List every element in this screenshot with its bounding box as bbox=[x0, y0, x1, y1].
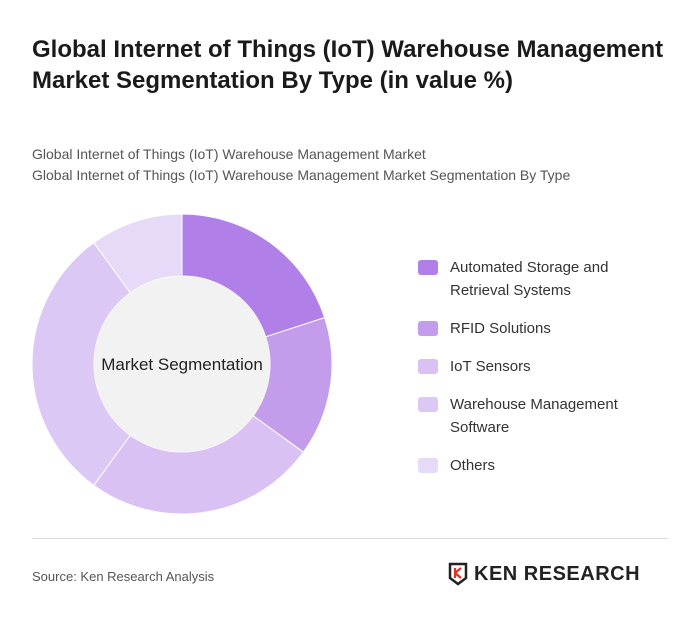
subtitle-market: Global Internet of Things (IoT) Warehous… bbox=[32, 146, 426, 162]
legend-label: Others bbox=[450, 457, 496, 474]
legend-label: RFID Solutions bbox=[450, 320, 551, 337]
legend-swatch bbox=[418, 359, 438, 374]
legend-label: Automated Storage and Retrieval Systems bbox=[450, 259, 609, 299]
legend-item: Warehouse Management Software bbox=[418, 393, 678, 439]
donut-chart: Market Segmentation bbox=[31, 213, 333, 515]
source-note: Source: Ken Research Analysis bbox=[32, 569, 215, 584]
donut-hole bbox=[94, 276, 270, 452]
legend-label: IoT Sensors bbox=[450, 358, 531, 375]
legend-item: RFID Solutions bbox=[418, 317, 678, 340]
logo-text: KEN RESEARCH bbox=[474, 562, 641, 585]
legend: Automated Storage and Retrieval Systems R… bbox=[418, 256, 678, 492]
legend-item: Others bbox=[418, 454, 678, 477]
logo-shield-icon bbox=[448, 562, 468, 586]
legend-swatch bbox=[418, 397, 438, 412]
divider bbox=[32, 538, 668, 539]
legend-swatch bbox=[418, 458, 438, 473]
legend-item: Automated Storage and Retrieval Systems bbox=[418, 256, 678, 302]
chart-title: Global Internet of Things (IoT) Warehous… bbox=[32, 36, 664, 94]
legend-label: Warehouse Management Software bbox=[450, 396, 618, 436]
legend-swatch bbox=[418, 260, 438, 275]
center-label: Market Segmentation bbox=[101, 355, 263, 374]
subtitle-segmentation: Global Internet of Things (IoT) Warehous… bbox=[32, 167, 571, 183]
legend-swatch bbox=[418, 321, 438, 336]
ken-research-logo: KEN RESEARCH bbox=[448, 562, 640, 586]
legend-item: IoT Sensors bbox=[418, 355, 678, 378]
